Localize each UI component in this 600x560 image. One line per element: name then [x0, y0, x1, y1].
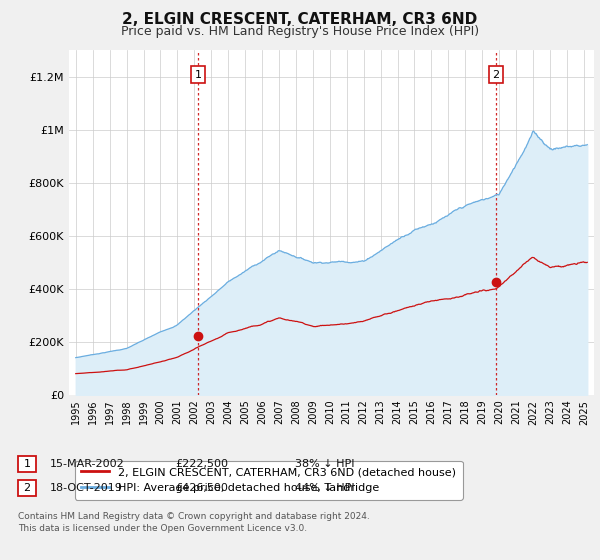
Text: £426,500: £426,500	[175, 483, 228, 493]
Text: 1: 1	[23, 459, 31, 469]
Text: 18-OCT-2019: 18-OCT-2019	[50, 483, 123, 493]
Text: £222,500: £222,500	[175, 459, 228, 469]
Text: Price paid vs. HM Land Registry's House Price Index (HPI): Price paid vs. HM Land Registry's House …	[121, 25, 479, 38]
Text: 44% ↓ HPI: 44% ↓ HPI	[295, 483, 355, 493]
Text: Contains HM Land Registry data © Crown copyright and database right 2024.
This d: Contains HM Land Registry data © Crown c…	[18, 512, 370, 533]
Text: 38% ↓ HPI: 38% ↓ HPI	[295, 459, 355, 469]
FancyBboxPatch shape	[18, 480, 36, 496]
FancyBboxPatch shape	[18, 456, 36, 472]
Text: 15-MAR-2002: 15-MAR-2002	[50, 459, 125, 469]
Legend: 2, ELGIN CRESCENT, CATERHAM, CR3 6ND (detached house), HPI: Average price, detac: 2, ELGIN CRESCENT, CATERHAM, CR3 6ND (de…	[74, 461, 463, 500]
Text: 2, ELGIN CRESCENT, CATERHAM, CR3 6ND: 2, ELGIN CRESCENT, CATERHAM, CR3 6ND	[122, 12, 478, 27]
Text: 2: 2	[492, 69, 499, 80]
Text: 1: 1	[194, 69, 202, 80]
Text: 2: 2	[23, 483, 31, 493]
